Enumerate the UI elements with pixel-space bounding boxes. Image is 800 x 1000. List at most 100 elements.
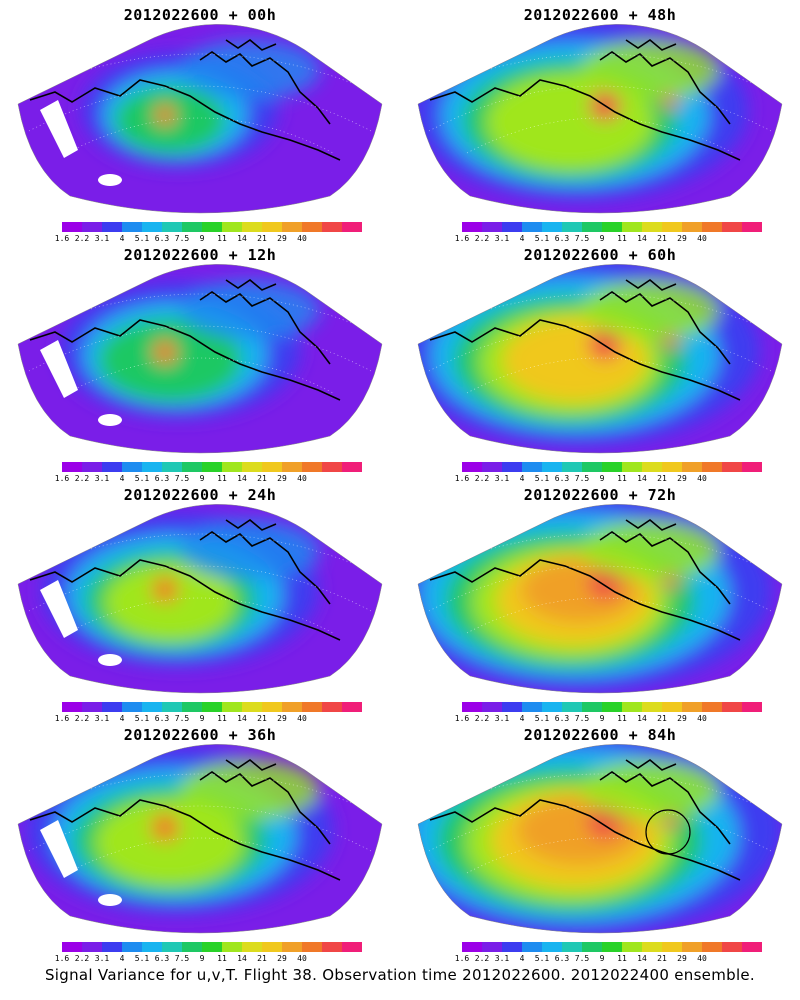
colorbar-label: 7.5	[574, 474, 590, 483]
colorbar-swatch	[282, 942, 302, 952]
colorbar-swatch	[722, 942, 742, 952]
colorbar-label: 29	[277, 474, 287, 483]
colorbar-swatch	[102, 702, 122, 712]
colorbar-swatch	[62, 702, 82, 712]
colorbar-swatch	[562, 942, 582, 952]
colorbar-swatch	[702, 462, 722, 472]
colorbar-swatch	[622, 462, 642, 472]
colorbar-swatch	[142, 462, 162, 472]
colorbar-swatch	[462, 942, 482, 952]
panel-title: 2012022600 + 48h	[523, 6, 677, 24]
colorbar-label: 40	[697, 714, 707, 723]
colorbar-label: 6.3	[154, 474, 170, 483]
colorbar-label: 40	[297, 954, 307, 963]
colorbar-label: 21	[657, 234, 667, 243]
colorbar-swatch	[322, 942, 342, 952]
colorbar-swatch	[202, 462, 222, 472]
target-circle	[645, 809, 691, 855]
colorbar-label: 4	[519, 474, 525, 483]
colorbar	[62, 942, 362, 952]
colorbar-swatch	[262, 942, 282, 952]
colorbar-label: 9	[599, 714, 605, 723]
colorbar-swatch	[522, 702, 542, 712]
colorbar-label: 29	[277, 954, 287, 963]
colorbar-swatch	[162, 702, 182, 712]
colorbar-swatch	[582, 702, 602, 712]
colorbar-label: 29	[677, 474, 687, 483]
colorbar-swatch	[242, 462, 262, 472]
colorbar-label: 5.1	[534, 954, 550, 963]
variance-map	[417, 504, 783, 694]
colorbar-swatch	[682, 702, 702, 712]
colorbar-swatch	[82, 942, 102, 952]
colorbar-swatch	[302, 702, 322, 712]
colorbar-labels: 1.6 2.2 3.1 4 5.1 6.3 7.5 9 11 14 21 29 40	[455, 474, 762, 484]
colorbar-swatch	[322, 702, 342, 712]
colorbar-swatch	[262, 222, 282, 232]
colorbar-swatch	[582, 942, 602, 952]
colorbar-label: 2.2	[74, 714, 90, 723]
colorbar-swatch	[142, 942, 162, 952]
colorbar-swatch	[682, 222, 702, 232]
colorbar-label: 29	[277, 234, 287, 243]
colorbar-swatch	[582, 462, 602, 472]
colorbar-label: 5.1	[134, 234, 150, 243]
colorbar-swatch	[522, 462, 542, 472]
colorbar-label: 3.1	[494, 714, 510, 723]
colorbar-swatch	[282, 462, 302, 472]
colorbar-swatch	[702, 702, 722, 712]
colorbar-label: 6.3	[154, 234, 170, 243]
colorbar-swatch	[282, 222, 302, 232]
colorbar	[462, 462, 762, 472]
colorbar-swatch	[142, 702, 162, 712]
colorbar-label: 40	[297, 714, 307, 723]
colorbar-swatch	[122, 222, 142, 232]
colorbar-label: 5.1	[134, 954, 150, 963]
colorbar-labels: 1.6 2.2 3.1 4 5.1 6.3 7.5 9 11 14 21 29 40	[55, 234, 362, 244]
colorbar-label: 29	[677, 234, 687, 243]
colorbar-swatch	[122, 942, 142, 952]
colorbar-label: 14	[637, 474, 647, 483]
colorbar-label: 14	[237, 954, 247, 963]
colorbar-labels: 1.6 2.2 3.1 4 5.1 6.3 7.5 9 11 14 21 29 40	[55, 474, 362, 484]
colorbar-swatch	[182, 942, 202, 952]
colorbar-swatch	[302, 462, 322, 472]
colorbar-label: 4	[119, 474, 125, 483]
colorbar-swatch	[162, 942, 182, 952]
colorbar-label: 21	[657, 474, 667, 483]
figure-caption: Signal Variance for u,v,T. Flight 38. Ob…	[44, 966, 756, 984]
colorbar-label: 14	[637, 954, 647, 963]
colorbar-swatch	[102, 942, 122, 952]
colorbar-label: 40	[697, 954, 707, 963]
colorbar-label: 6.3	[554, 954, 570, 963]
colorbar-label: 6.3	[154, 954, 170, 963]
colorbar-swatch	[702, 222, 722, 232]
colorbar-label: 9	[199, 234, 205, 243]
panel-title: 2012022600 + 12h	[123, 246, 277, 264]
colorbar-label: 3.1	[94, 714, 110, 723]
colorbar-label: 6.3	[554, 234, 570, 243]
colorbar-swatch	[642, 942, 662, 952]
map-panel: 2012022600 + 84h 1.6 2.2 3.1 4 5.1 6.3 7.5 9 11 14…	[400, 720, 800, 963]
colorbar-swatch	[222, 222, 242, 232]
colorbar-label: 1.6	[54, 474, 70, 483]
colorbar-swatch	[322, 462, 342, 472]
colorbar-labels: 1.6 2.2 3.1 4 5.1 6.3 7.5 9 11 14 21 29 40	[55, 714, 362, 724]
colorbar-swatch	[642, 702, 662, 712]
colorbar-swatch	[302, 942, 322, 952]
colorbar	[62, 462, 362, 472]
colorbar	[62, 702, 362, 712]
colorbar-swatch	[642, 222, 662, 232]
colorbar-label: 9	[199, 714, 205, 723]
variance-map	[17, 264, 383, 454]
colorbar-swatch	[242, 222, 262, 232]
colorbar-label: 21	[657, 954, 667, 963]
map-panel: 2012022600 + 60h 1.6 2.2 3.1 4 5.1 6.3 7.5 9 11 14…	[400, 240, 800, 483]
variance-map	[17, 504, 383, 694]
colorbar-label: 2.2	[74, 954, 90, 963]
colorbar-label: 4	[119, 234, 125, 243]
colorbar-label: 21	[257, 954, 267, 963]
colorbar-label: 29	[277, 714, 287, 723]
colorbar-swatch	[122, 702, 142, 712]
map-panel: 2012022600 + 24h 1.6 2.2 3.1 4 5.1 6.3 7.5 9 11 14…	[0, 480, 400, 723]
